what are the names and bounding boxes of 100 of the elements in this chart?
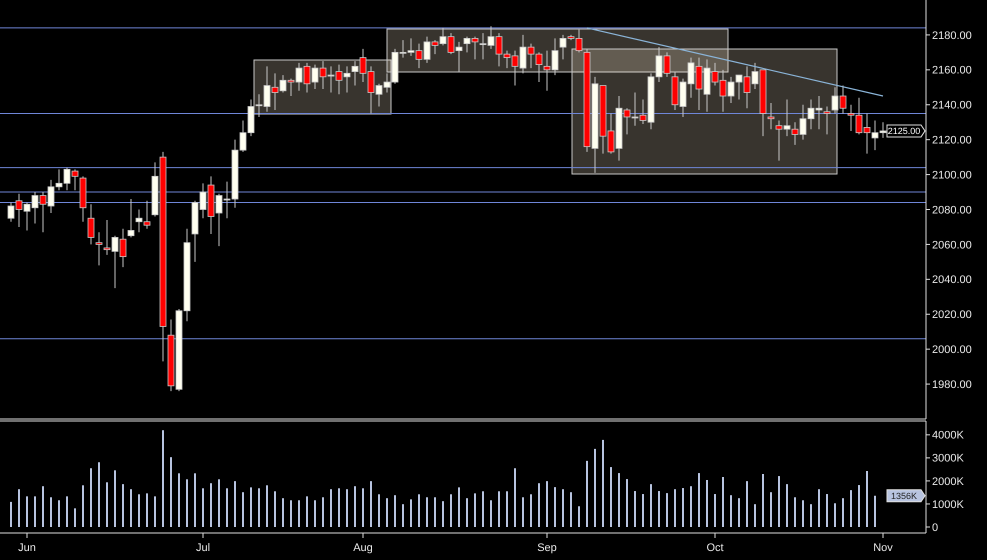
bar	[394, 495, 396, 527]
x-tick-label: Sep	[537, 542, 557, 554]
bar	[218, 479, 220, 527]
bar	[474, 493, 476, 527]
y-tick-label: 2040.00	[932, 274, 972, 286]
candlestick	[824, 106, 830, 135]
bar	[546, 481, 548, 527]
y-tick-label: 2020.00	[932, 309, 972, 322]
bar	[754, 504, 756, 527]
bar	[578, 506, 580, 527]
bar	[290, 500, 292, 527]
bar	[698, 473, 700, 527]
bar	[130, 489, 132, 527]
bar	[274, 491, 276, 527]
bar	[738, 498, 740, 527]
bar	[258, 488, 260, 527]
bar	[722, 476, 724, 527]
y-tick-label: 2120.00	[932, 134, 972, 147]
bar	[330, 489, 332, 527]
y-tick-label: 1980.00	[932, 378, 972, 391]
bar	[242, 492, 244, 527]
x-tick-label: Oct	[706, 542, 724, 554]
bar	[10, 502, 12, 527]
bar	[162, 430, 164, 527]
bar	[442, 501, 444, 527]
bar	[66, 496, 68, 527]
bar	[850, 490, 852, 527]
candlestick	[96, 232, 102, 266]
bar	[522, 497, 524, 527]
y-tick-label: 0	[932, 522, 938, 534]
x-tick-label: Aug	[353, 542, 373, 554]
bar	[154, 496, 156, 527]
bar	[418, 494, 420, 527]
bar	[642, 494, 644, 527]
bar	[866, 471, 868, 527]
bar	[538, 483, 540, 527]
bar	[482, 491, 484, 527]
bar	[706, 480, 708, 527]
bar	[298, 500, 300, 527]
bar	[114, 470, 116, 527]
bar	[818, 489, 820, 527]
bar	[378, 494, 380, 527]
bar	[658, 491, 660, 527]
bar	[74, 508, 76, 527]
bar	[282, 498, 284, 527]
bar	[466, 498, 468, 527]
y-tick-label: 2180.00	[932, 30, 972, 42]
x-tick-label: Jul	[196, 542, 210, 554]
bar	[82, 485, 84, 527]
bar	[210, 483, 212, 527]
bar	[362, 488, 364, 527]
bar	[786, 484, 788, 527]
bar	[810, 504, 812, 527]
y-tick-label: 2000.00	[932, 344, 972, 356]
bar	[346, 489, 348, 527]
bar	[18, 489, 20, 527]
bar	[826, 494, 828, 527]
bar	[690, 486, 692, 527]
bar	[386, 498, 388, 527]
bar	[610, 467, 612, 527]
text: 1356K	[890, 490, 918, 501]
bar	[802, 500, 804, 527]
bar	[778, 476, 780, 527]
bar	[450, 494, 452, 527]
candlestick	[88, 204, 94, 245]
bar	[146, 493, 148, 527]
text: 2125.00	[888, 126, 920, 136]
bar	[554, 487, 556, 527]
bar	[714, 494, 716, 527]
bar	[594, 448, 596, 527]
bar	[138, 494, 140, 527]
bar	[746, 481, 748, 527]
y-tick-label: 3000K	[932, 452, 964, 465]
y-tick-label: 2160.00	[932, 64, 972, 77]
bar	[666, 493, 668, 527]
y-tick-label: 2000K	[932, 476, 964, 488]
bar	[250, 487, 252, 527]
y-tick-label: 2140.00	[932, 100, 972, 112]
bar	[306, 496, 308, 527]
bar	[490, 500, 492, 527]
bar	[730, 495, 732, 527]
bar	[514, 468, 516, 527]
bar	[186, 479, 188, 527]
bar	[762, 474, 764, 527]
x-tick-label: Nov	[873, 542, 894, 554]
bar	[122, 484, 124, 527]
bar	[426, 497, 428, 527]
bar	[58, 500, 60, 527]
bar	[842, 498, 844, 527]
bar	[322, 497, 324, 527]
bar	[794, 497, 796, 527]
bar	[226, 488, 228, 527]
candlestick	[128, 198, 134, 238]
bar	[34, 496, 36, 527]
bar	[106, 482, 108, 527]
bar	[98, 462, 100, 527]
bar	[354, 486, 356, 527]
bar	[562, 489, 564, 527]
bar	[602, 440, 604, 527]
bar	[370, 481, 372, 527]
